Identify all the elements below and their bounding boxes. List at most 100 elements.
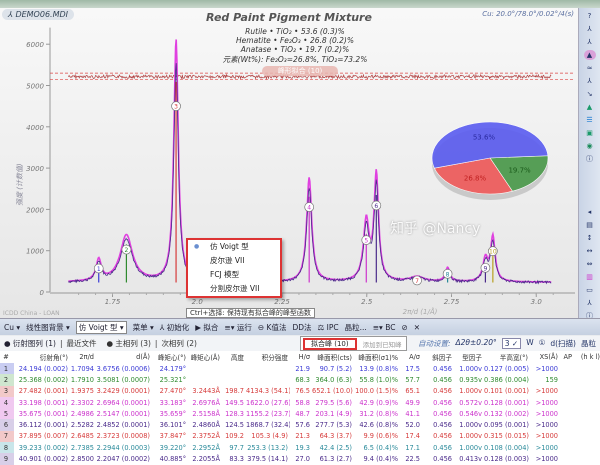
table-row[interactable]: 6 36.112 (0.001) 2.5282 2.4852 (0.0001) 36.1… [0,419,600,431]
w-value[interactable]: ① [538,338,546,347]
peak-number: 4 [307,205,311,212]
zoom-horizontal-icon[interactable]: ↔ [586,247,593,255]
help-icon[interactable]: ? [587,12,592,20]
compare-icon[interactable]: ⅄ [587,77,592,85]
toolbar-item[interactable]: 菜单 ▾ [132,322,154,332]
column-header[interactable]: 积分强度 [261,354,288,362]
phase-select-icon[interactable]: ⅄ [587,299,592,307]
table-cell: 21.9 [295,364,310,373]
column-header[interactable]: 峰面积(σ1)% [358,354,398,362]
file-icon: ⅄ [8,10,16,19]
fit-peaks-item[interactable]: 拟合峰 (10) [303,337,357,350]
table-row[interactable]: 3 27.482 (0.001) 1.9375 3.2429 (0.0001) 27.4… [0,385,600,397]
info-icon[interactable]: ⓘ [586,155,593,163]
toolbar-item[interactable]: 线性图背景 ▾ [26,322,70,332]
phase-icon[interactable]: ⅄ [587,25,592,33]
column-header[interactable]: (h k l) [580,353,600,361]
d-scan[interactable]: d(扫描) [550,339,576,348]
table-row[interactable]: 8 39.233 (0.002) 2.7385 2.2944 (0.0003) 39.2… [0,442,600,454]
column-header[interactable]: 斜因子 [432,354,452,362]
table-cell: 3.5081 (0.0007) [96,375,150,384]
tab-main-phases[interactable]: ● 主相列 (3) [106,339,151,348]
table-cell: 35.659° [159,409,186,418]
delta-two-theta[interactable]: Δ2θ±0.20° [455,338,497,347]
toolbar-item[interactable]: ⅄ 初始化 [159,322,190,332]
table-cell: 1155.2 (23.7) [246,409,290,418]
info-bottom-icon[interactable]: ⓘ [586,312,593,320]
toolbar-item[interactable]: ⊘ [401,322,408,332]
column-header[interactable]: H/σ [298,353,310,361]
toolbar-item[interactable]: ⚖ IPC [317,322,339,332]
pattern-window[interactable]: 0 1000 2000 3000 4000 5000 6000 1.75 2.0 2.25 2.5 2… [0,8,578,318]
crystal-icon[interactable]: ▣ [586,129,593,137]
auto-settings-link[interactable]: 自动设置: [418,339,451,348]
add-known-peaks-item[interactable]: 添加到已知峰 [362,340,402,349]
peaks-icon[interactable]: ▲ [583,50,596,60]
table-cell: 37.895 (0.007) [18,432,68,441]
column-header[interactable]: 高度 [230,354,244,362]
column-header[interactable]: 2π/d [79,353,94,361]
zoom-vertical-icon[interactable]: ↕ [586,234,593,242]
column-header[interactable]: AP [563,353,573,361]
overlay-icon[interactable]: ≈ [586,64,593,72]
panel-icon[interactable]: ▭ [586,286,593,294]
column-header[interactable]: A/σ [409,353,420,361]
tab-pattern-list[interactable]: ● 衍射图列 (1) [4,339,56,348]
column-header[interactable]: 峰面积(cts) [317,354,352,362]
tab-recent-files[interactable]: 最近文件 [66,339,97,348]
peak-number-badge [442,268,453,279]
phase-person-icon[interactable]: ⅄ [587,38,592,46]
shrink-icon[interactable]: ⇔ [586,260,593,268]
toolbar-item[interactable]: ≡▾ 运行 [224,322,252,332]
table-cell: 1.000v [459,387,482,396]
pattern-plot[interactable]: 0 1000 2000 3000 4000 5000 6000 1.75 2.0 2.25 2.5 2… [0,8,578,318]
y-tick-label: 2000 [26,206,44,214]
table-cell: 159 [545,375,558,384]
table-row[interactable]: 1 24.194 (0.002) 1.7094 3.6756 (0.0006) 24.1… [0,363,600,375]
arrow-icon[interactable]: ↘ [586,90,593,98]
table-cell: >1000 [535,409,558,418]
table-row[interactable]: 5 35.675 (0.001) 2.4986 2.5147 (0.0001) 35.6… [0,408,600,420]
table-row[interactable]: 4 33.198 (0.001) 2.3302 2.6964 (0.0001) 33.1… [0,396,600,409]
bars-icon[interactable]: ▥ [586,273,593,281]
table-cell: 0.456 [433,398,452,407]
toolbar-item[interactable]: Cu ▾ [4,322,21,332]
table-row[interactable]: 7 37.895 (0.007) 2.6485 2.3723 (0.0008) 37.8… [0,430,600,443]
column-header[interactable]: XS(Å) [539,353,558,361]
table-row[interactable]: 2 25.368 (0.002) 1.7910 3.5081 (0.0007) 25.3… [0,374,600,386]
table-row[interactable]: 9 40.901 (0.002) 2.8500 2.2047 (0.0002) 40.8… [0,453,600,465]
column-header[interactable]: # [3,353,9,361]
toolbar-item[interactable]: ≡▾ BC [372,322,396,332]
lines-icon[interactable]: ☰ [586,116,593,124]
column-header[interactable]: 半高宽(°) [499,354,528,362]
tab-divider: | [154,339,158,348]
toolbar-item[interactable]: ⊖ K值法 [257,322,287,332]
collapse-icon[interactable]: ◂ [587,208,592,216]
column-header[interactable]: d(Å) [136,353,150,361]
toolbar-item[interactable]: DD法 [292,322,312,332]
peak-number-badge [121,244,132,255]
window-icon[interactable]: ▤ [586,221,593,229]
tab-minor-phases[interactable]: 次相列 (2) [161,339,197,348]
peak-number: 7 [415,278,419,285]
option-split-pearson-vii[interactable]: 分割皮尔逊 VII [210,284,260,293]
column-header[interactable]: 峰矩心(Å) [190,354,220,362]
grain-label[interactable]: 晶粒 [581,339,596,348]
toolbar-item[interactable]: 晶粒... [344,322,367,332]
column-header[interactable]: 衍射角(°) [39,354,68,362]
w-label[interactable]: W [526,338,534,347]
table-cell: 0.315 (0.015) [484,432,529,441]
column-header[interactable]: 峰矩心(°) [157,354,186,362]
column-header[interactable]: 型因子 [462,354,482,362]
toolbar-item[interactable]: ▶ 拟合 [195,322,219,332]
table-cell [188,374,222,385]
triangle-icon[interactable]: ▲ [586,103,593,111]
option-fcj[interactable]: FCJ 模型 [210,270,240,279]
globe-icon[interactable]: ◉ [586,142,593,150]
option-pseudo-voigt[interactable]: 仿 Voigt 型 [188,240,280,254]
pie-label: 53.6% [473,134,496,142]
threshold-box[interactable]: 3 ✓ [501,338,522,349]
toolbar-item[interactable]: 仿 Voigt 型 ▾ [75,320,127,334]
toolbar-item[interactable]: ✕ [413,322,421,332]
option-pearson-vii[interactable]: 皮尔逊 VII [210,256,245,265]
